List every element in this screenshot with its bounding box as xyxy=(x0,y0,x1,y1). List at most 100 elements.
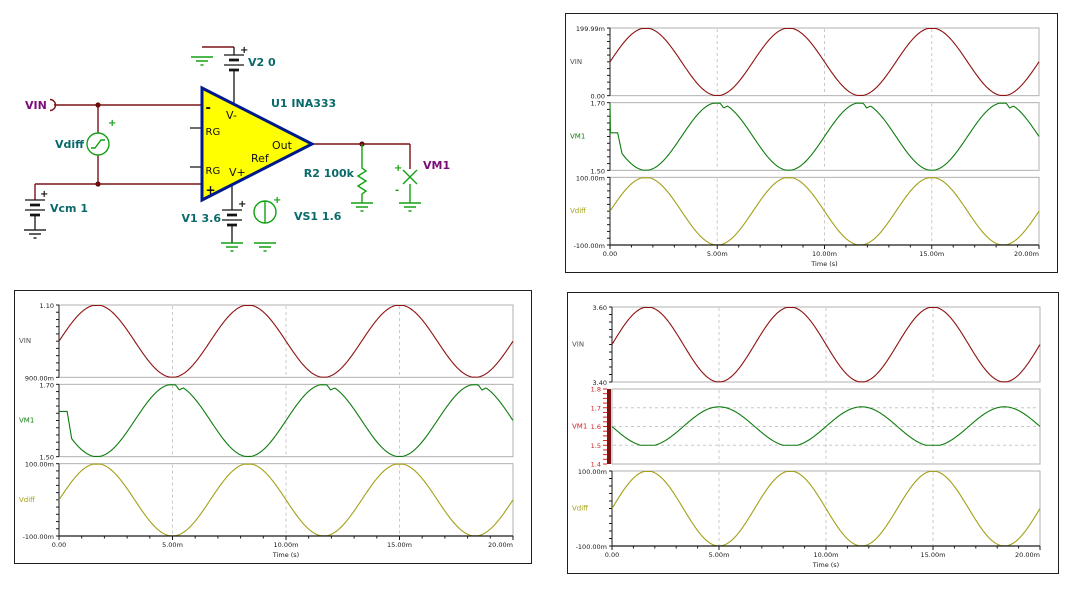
pin-vminus-label: V- xyxy=(226,109,237,122)
trace-VIN xyxy=(611,306,1041,383)
chart-text: 0.00 xyxy=(603,250,617,258)
scope-panel-bottom-left[interactable]: 1.10 900.00m VIN 1.70 1.50 VM1 100.00m -100.00m… xyxy=(14,290,532,564)
chart-text: 5.00m xyxy=(707,250,728,258)
waveform-chart: 1.10 900.00m VIN 1.70 1.50 VM1 100.00m -100.00m… xyxy=(19,302,514,559)
pin-vplus-label: V+ xyxy=(229,166,246,179)
chart-text: 900.00m xyxy=(25,374,54,382)
x-axis-title: Time (s) xyxy=(272,551,299,559)
trace-label-Vdiff: Vdiff xyxy=(572,505,588,513)
part-label-vdiff[interactable]: Vdiff xyxy=(55,138,84,151)
chart-text: 0.00 xyxy=(591,93,605,101)
scope-panel-bottom-right[interactable]: 3.60 3.40 VIN 1.8 1.7 1.6 1.5 1.4 VM1 100.00m -100… xyxy=(567,292,1059,574)
chart-text: 5.00m xyxy=(709,551,730,559)
subplot-Vdiff[interactable]: 100.00m -100.00m Vdiff xyxy=(572,468,1041,551)
chart-text: -100.00m xyxy=(23,533,54,541)
waveform-chart: 3.60 3.40 VIN 1.8 1.7 1.6 1.5 1.4 VM1 100.00m -100… xyxy=(572,304,1041,569)
trace-VM1 xyxy=(611,406,1041,446)
chart-text: 0.00 xyxy=(52,541,66,549)
scope-panel-top-right[interactable]: 199.99m 0.00 VIN 1.70 1.50 VM1 100.00m -100.00m… xyxy=(565,13,1058,273)
trace-label-Vdiff: Vdiff xyxy=(19,496,35,504)
svg-text:+: + xyxy=(40,189,48,200)
chart-text: 20.00m xyxy=(1014,250,1039,258)
chart-text: 100.00m xyxy=(25,461,54,469)
subplot-VIN[interactable]: 1.10 900.00m VIN xyxy=(19,302,514,382)
trace-label-VIN: VIN xyxy=(19,337,31,345)
pin-noninv-label: + xyxy=(206,183,216,197)
junction-dots xyxy=(95,102,365,187)
chart-text: 100.00m xyxy=(578,468,607,476)
battery-icon[interactable] xyxy=(25,54,244,227)
net-label-vin[interactable]: VIN xyxy=(25,99,47,112)
pin-rg-top-label: RG xyxy=(206,127,221,138)
chart-text: 15.00m xyxy=(919,250,944,258)
chart-text: 10.00m xyxy=(812,250,837,258)
subplot-Vdiff[interactable]: 100.00m -100.00m Vdiff xyxy=(570,174,1040,250)
chart-text: 1.70 xyxy=(40,381,54,389)
chart-text: 1.50 xyxy=(591,167,605,175)
subplot-VIN[interactable]: 199.99m 0.00 VIN xyxy=(570,25,1040,101)
chart-text: 100.00m xyxy=(576,174,605,182)
x-axis-title: Time (s) xyxy=(810,260,837,268)
part-label-u1[interactable]: U1 INA333 xyxy=(271,97,336,110)
subplot-VM1[interactable]: 1.8 1.7 1.6 1.5 1.4 VM1 xyxy=(572,386,1041,469)
svg-text:+: + xyxy=(238,199,246,210)
subplot-VIN[interactable]: 3.60 3.40 VIN xyxy=(572,304,1041,387)
chart-text: 10.00m xyxy=(814,551,839,559)
chart-text: 1.8 xyxy=(591,386,601,394)
vdiff-source-icon[interactable] xyxy=(86,132,110,156)
input-port-icon xyxy=(49,98,57,112)
part-label-v2[interactable]: V2 0 xyxy=(248,56,276,69)
trace-label-VIN: VIN xyxy=(572,341,584,349)
svg-text:+: + xyxy=(394,163,402,174)
schematic-leads xyxy=(34,47,235,243)
net-label-vm1[interactable]: VM1 xyxy=(423,159,450,172)
selected-y-axis[interactable] xyxy=(607,389,611,464)
pin-rg-bot-label: RG xyxy=(206,166,221,177)
chart-text: 1.50 xyxy=(40,454,54,462)
chart-text: 5.00m xyxy=(162,541,183,549)
chart-text: 20.00m xyxy=(488,541,513,549)
chart-text: 10.00m xyxy=(274,541,299,549)
trace-VM1 xyxy=(609,102,1040,171)
pin-ref-label: Ref xyxy=(251,152,270,165)
resistor-icon[interactable] xyxy=(356,144,368,203)
subplot-VM1[interactable]: 1.70 1.50 VM1 xyxy=(19,381,514,462)
chart-text: 1.10 xyxy=(40,302,54,310)
trace-label-VM1: VM1 xyxy=(572,423,587,431)
trace-label-VIN: VIN xyxy=(570,58,582,66)
chart-text: 1.5 xyxy=(591,442,601,450)
trace-VIN xyxy=(609,27,1040,97)
chart-text: 3.60 xyxy=(593,304,607,312)
trace-Vdiff xyxy=(58,463,514,537)
trace-label-Vdiff: Vdiff xyxy=(570,207,586,215)
vs1-source-icon[interactable] xyxy=(253,200,277,224)
pin-out-label: Out xyxy=(272,139,293,152)
voltmeter-icon[interactable] xyxy=(402,169,418,203)
chart-text: 1.4 xyxy=(591,461,601,469)
chart-text: 20.00m xyxy=(1015,551,1040,559)
part-label-vs1[interactable]: VS1 1.6 xyxy=(294,210,342,223)
svg-text:-: - xyxy=(395,185,399,196)
pin-inv-label: - xyxy=(206,101,211,116)
part-label-vcm[interactable]: Vcm 1 xyxy=(50,202,88,215)
subplot-Vdiff[interactable]: 100.00m -100.00m Vdiff xyxy=(19,461,514,541)
svg-text:+: + xyxy=(240,45,248,56)
opamp-ina333[interactable]: - RG RG + V- V+ Out Ref xyxy=(200,85,316,203)
circuit-schematic[interactable]: - RG RG + V- V+ Out Ref + + + + + + - VI… xyxy=(10,5,460,277)
trace-label-VM1: VM1 xyxy=(19,417,34,425)
chart-text: 1.7 xyxy=(591,404,601,412)
chart-text: 3.40 xyxy=(593,379,607,387)
chart-text: 199.99m xyxy=(576,25,605,33)
part-label-v1[interactable]: V1 3.6 xyxy=(182,212,222,225)
subplot-VM1[interactable]: 1.70 1.50 VM1 xyxy=(570,100,1040,176)
svg-text:+: + xyxy=(108,118,116,129)
svg-text:+: + xyxy=(273,195,281,206)
chart-text: -100.00m xyxy=(576,543,607,551)
chart-text: 1.6 xyxy=(591,423,601,431)
chart-text: 15.00m xyxy=(921,551,946,559)
part-label-r2[interactable]: R2 100k xyxy=(304,167,355,180)
chart-text: -100.00m xyxy=(574,242,605,250)
x-axis: 0.00 5.00m 10.00m 15.00m 20.00m Time (s) xyxy=(605,545,1041,569)
trace-Vdiff xyxy=(611,470,1041,547)
